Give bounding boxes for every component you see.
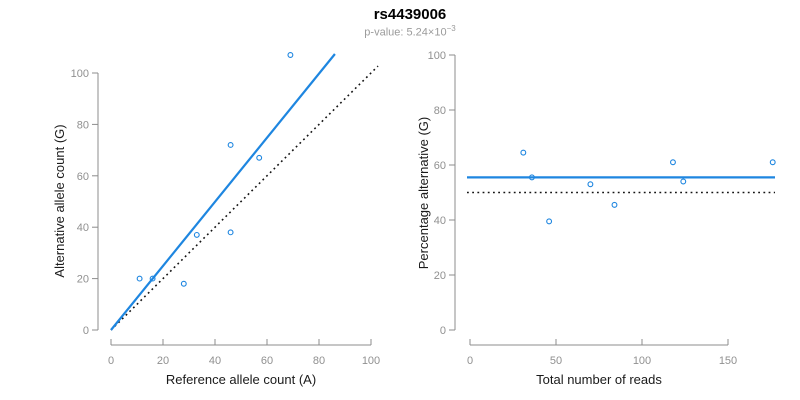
y-tick-label: 40 <box>77 222 89 234</box>
data-point <box>149 275 156 282</box>
y-axis-title: Percentage alternative (G) <box>416 117 431 269</box>
y-tick-label: 60 <box>434 160 446 172</box>
data-point <box>520 149 527 156</box>
y-tick-label: 0 <box>440 325 446 337</box>
fit-line <box>110 53 336 331</box>
pvalue-text: p-value: 5.24×10 <box>364 26 447 39</box>
data-point <box>769 159 776 166</box>
x-tick-label: 100 <box>633 355 651 367</box>
y-tick-label: 80 <box>434 105 446 117</box>
page-title: rs4439006 <box>373 6 447 23</box>
right-scatter-panel: 0 50 100 150 0 20 40 60 80 100 Total number of rea… <box>416 50 776 387</box>
x-tick-label: 100 <box>362 355 380 367</box>
x-tick-label: 0 <box>108 355 114 367</box>
y-axis-title: Alternative allele count (G) <box>52 124 67 277</box>
y-tick-label: 20 <box>434 270 446 282</box>
data-point <box>611 201 618 208</box>
y-tick-label: 0 <box>83 325 89 337</box>
x-tick-label: 80 <box>313 355 325 367</box>
x-tick-label: 60 <box>261 355 273 367</box>
pvalue-subtitle: p-value: 5.24×10−3 <box>20 24 800 39</box>
data-point <box>670 159 676 166</box>
y-tick-label: 60 <box>77 171 89 183</box>
x-axis-title: Reference allele count (A) <box>166 372 316 387</box>
data-point <box>546 218 553 225</box>
data-point <box>680 178 687 185</box>
identity-dotted-line <box>110 65 379 331</box>
y-tick-label: 100 <box>71 68 89 80</box>
data-point <box>528 174 535 181</box>
x-tick-label: 0 <box>467 355 473 367</box>
x-tick-label: 150 <box>719 355 737 367</box>
pvalue-exponent: −3 <box>446 24 456 33</box>
y-tick-label: 80 <box>77 119 89 131</box>
data-point <box>227 142 234 148</box>
y-tick-label: 100 <box>428 50 446 62</box>
x-tick-label: 20 <box>157 355 169 367</box>
data-point <box>193 231 200 238</box>
y-tick-label: 40 <box>434 215 446 227</box>
x-axis-title: Total number of reads <box>536 372 662 387</box>
y-tick-label: 20 <box>77 274 89 286</box>
x-tick-label: 40 <box>209 355 221 367</box>
data-point <box>227 229 234 236</box>
data-point <box>287 52 294 58</box>
data-point <box>587 181 594 188</box>
data-point <box>256 154 263 161</box>
x-tick-label: 50 <box>550 355 562 367</box>
data-point <box>180 280 187 287</box>
left-scatter-panel: 0 20 40 60 80 100 0 20 40 60 80 100 Reference allele… <box>52 52 380 387</box>
data-point <box>136 275 143 282</box>
